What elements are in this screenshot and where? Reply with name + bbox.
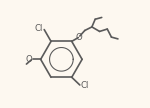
- Text: Cl: Cl: [80, 81, 89, 90]
- Text: O: O: [75, 33, 82, 42]
- Text: O: O: [26, 55, 32, 64]
- Text: Cl: Cl: [35, 25, 43, 33]
